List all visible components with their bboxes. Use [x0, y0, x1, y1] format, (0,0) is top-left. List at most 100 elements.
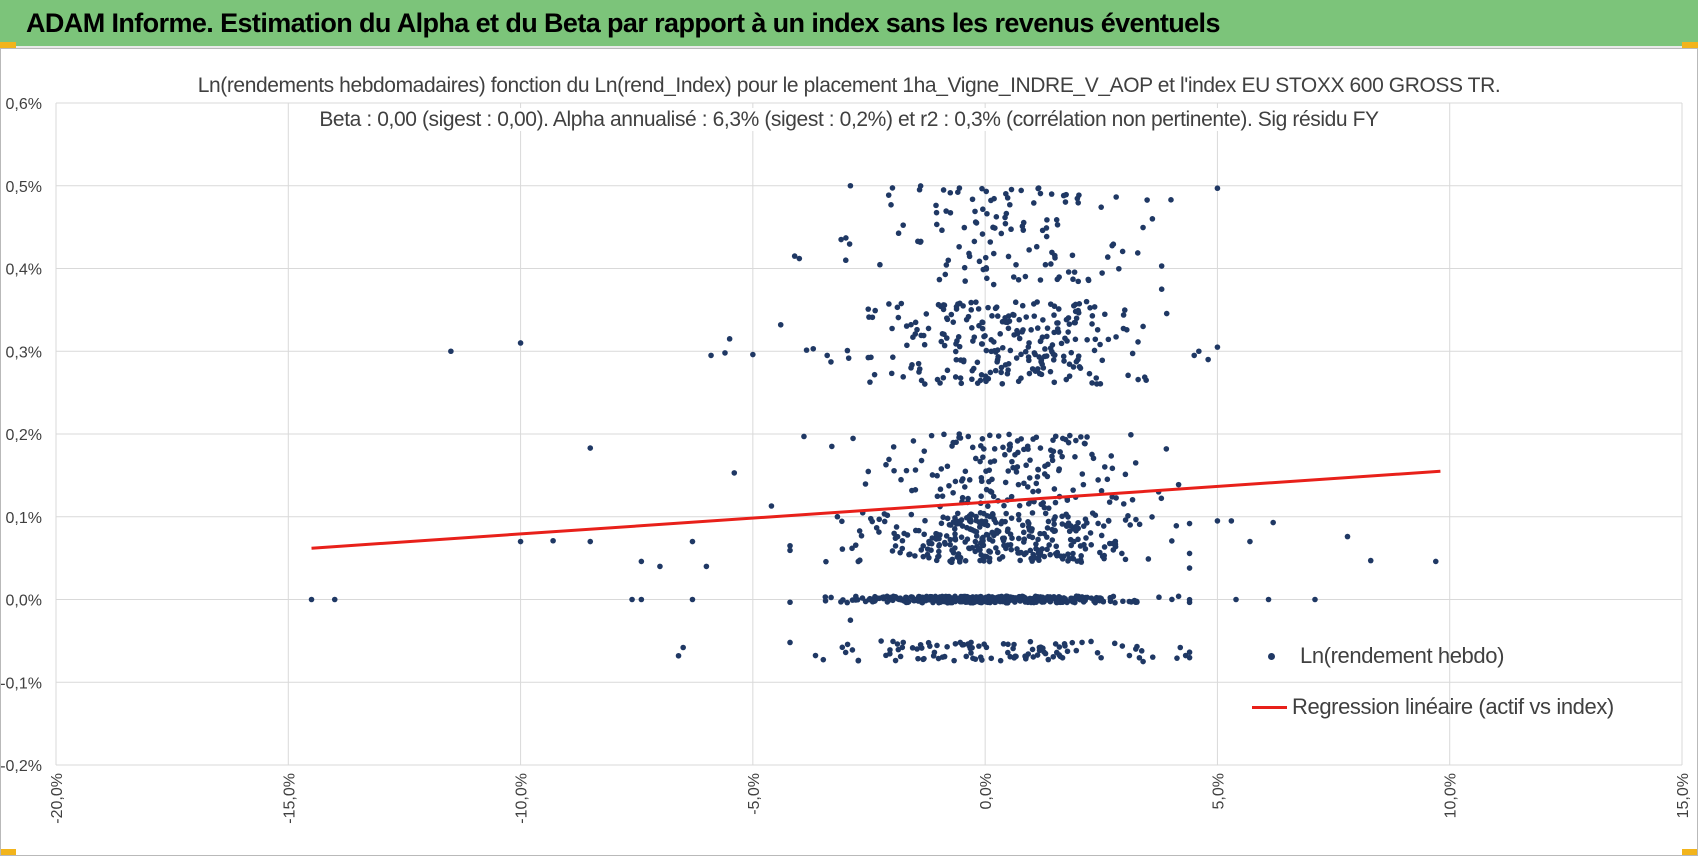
data-point [1033, 541, 1039, 547]
data-point [957, 375, 964, 381]
data-point [1109, 540, 1116, 547]
data-point [1006, 442, 1013, 448]
data-point [1010, 274, 1017, 280]
data-point [886, 597, 892, 604]
data-point [1097, 381, 1104, 387]
data-point [1030, 436, 1036, 442]
data-point [1158, 263, 1165, 269]
data-point [1051, 516, 1057, 523]
data-point [1228, 518, 1235, 524]
data-point [1094, 649, 1101, 656]
data-point [978, 599, 985, 606]
data-point [867, 515, 874, 522]
data-point [997, 331, 1004, 337]
data-point [1072, 336, 1079, 343]
x-tick-label: -15,0% [281, 773, 298, 824]
data-point [1002, 220, 1009, 227]
data-point [1016, 335, 1023, 342]
data-point [1107, 596, 1114, 602]
data-point [915, 238, 921, 245]
data-point [899, 537, 906, 544]
data-point [1049, 537, 1056, 543]
data-point [689, 538, 696, 545]
data-point [1061, 640, 1068, 647]
data-point [867, 379, 873, 385]
data-point [898, 300, 905, 307]
x-tick-label: 10,0% [1443, 773, 1460, 818]
data-point [1008, 226, 1014, 233]
data-point [1088, 542, 1095, 548]
data-point [1066, 556, 1072, 562]
data-point [898, 476, 904, 483]
data-point [1045, 505, 1052, 511]
data-point [1029, 646, 1036, 653]
data-point [1175, 593, 1182, 600]
data-point [1086, 370, 1093, 377]
data-point [1084, 434, 1090, 440]
data-point [954, 510, 961, 517]
data-point [1001, 502, 1007, 509]
data-point [983, 553, 990, 560]
data-point [865, 306, 872, 312]
data-point [1071, 269, 1078, 275]
data-point [1059, 435, 1066, 442]
data-point [1084, 337, 1090, 343]
data-point [990, 250, 997, 257]
data-point [969, 367, 976, 374]
corner-handle-bottom-right[interactable] [1682, 849, 1698, 856]
data-point [965, 433, 972, 440]
data-point [1094, 326, 1101, 333]
data-point [1000, 444, 1006, 451]
data-point [1062, 199, 1069, 205]
data-point [1023, 314, 1030, 320]
data-point [970, 338, 976, 344]
data-point [1030, 654, 1037, 660]
data-point [1014, 438, 1021, 444]
data-point [994, 313, 1001, 319]
data-point [1105, 336, 1112, 343]
data-point [1163, 446, 1170, 452]
data-point [969, 196, 976, 203]
data-point [1098, 204, 1104, 210]
data-point [1033, 545, 1039, 552]
data-point [1052, 499, 1059, 506]
y-tick-label: 0,5% [6, 179, 42, 196]
data-point [938, 466, 945, 472]
data-point [963, 316, 970, 323]
legend-label-scatter: Ln(rendement hebdo) [1300, 643, 1504, 668]
data-point [885, 192, 892, 198]
data-point [983, 531, 990, 538]
data-point [893, 524, 900, 530]
data-point [1056, 467, 1062, 474]
corner-handle-top-left[interactable] [0, 42, 16, 49]
data-point [1214, 344, 1221, 350]
report-header: ADAM Informe. Estimation du Alpha et du … [0, 0, 1698, 48]
data-point [943, 208, 949, 214]
data-point [946, 596, 953, 602]
data-point [1075, 200, 1082, 206]
data-point [1065, 551, 1071, 558]
data-point [994, 530, 1000, 536]
data-point [1005, 325, 1012, 332]
data-point [1191, 352, 1197, 359]
data-point [928, 432, 935, 439]
data-point [1002, 479, 1009, 486]
data-point [812, 652, 819, 659]
data-point [1013, 469, 1020, 475]
data-point [1109, 494, 1116, 500]
data-point [965, 641, 971, 647]
data-point [947, 541, 953, 548]
data-point [889, 325, 895, 332]
data-point [1050, 653, 1057, 660]
corner-handle-top-right[interactable] [1682, 42, 1698, 49]
data-point [944, 643, 950, 650]
data-point [883, 461, 889, 468]
data-point [894, 641, 901, 647]
data-point [675, 652, 682, 659]
data-point [941, 342, 948, 349]
data-point [984, 275, 990, 282]
corner-handle-bottom-left[interactable] [0, 849, 16, 856]
data-point [908, 365, 914, 371]
data-point [972, 548, 979, 555]
data-point [980, 454, 986, 460]
